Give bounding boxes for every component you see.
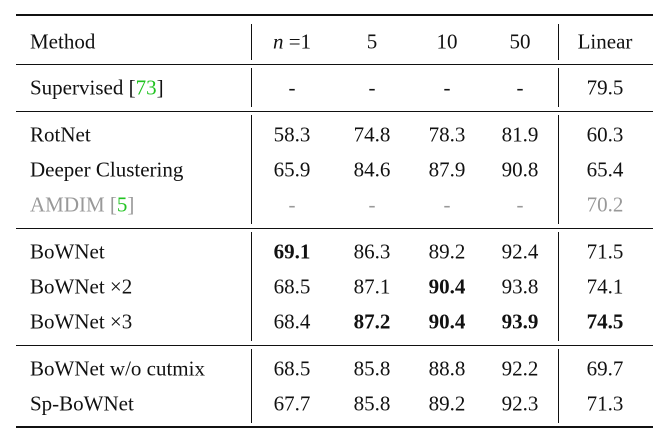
value-cell: 71.3: [586, 391, 624, 416]
method-cell: AMDIM [5]: [30, 192, 135, 217]
column-divider: [558, 68, 559, 107]
method-cell: Supervised [73]: [30, 75, 164, 100]
value-cell: -: [288, 192, 296, 217]
value-cell: 70.2: [586, 192, 624, 217]
value-cell: 92.3: [501, 391, 539, 416]
value-cell: 65.4: [586, 157, 624, 182]
value-cell: 60.3: [586, 122, 624, 147]
value-cell: -: [443, 192, 451, 217]
value-cell: 92.2: [501, 356, 539, 381]
method-cell: Sp-BoWNet: [30, 391, 134, 416]
citation-link[interactable]: 5: [116, 192, 128, 217]
value-cell: 74.8: [353, 122, 391, 147]
value-cell: 89.2: [428, 239, 466, 264]
rule: [16, 228, 653, 229]
column-divider: [251, 115, 252, 224]
column-divider: [558, 232, 559, 341]
rule: [16, 64, 653, 65]
value-cell: 74.5: [586, 309, 624, 334]
column-divider: [558, 349, 559, 423]
value-cell: 65.9: [273, 157, 311, 182]
method-cell: RotNet: [30, 122, 91, 147]
value-cell: 93.8: [501, 274, 539, 299]
value-cell: 92.4: [501, 239, 539, 264]
value-cell: 85.8: [353, 356, 391, 381]
header-cell: 50: [509, 29, 531, 54]
method-cell: BoWNet: [30, 239, 105, 264]
method-cell: Deeper Clustering: [30, 157, 184, 182]
value-cell: 90.4: [428, 274, 466, 299]
value-cell: 71.5: [586, 239, 624, 264]
header-cell: 5: [366, 29, 378, 54]
value-cell: 85.8: [353, 391, 391, 416]
method-cell: BoWNet ×2: [30, 274, 133, 299]
rule: [16, 14, 653, 16]
value-cell: 87.2: [353, 309, 391, 334]
value-cell: 78.3: [428, 122, 466, 147]
column-divider: [251, 68, 252, 107]
value-cell: 79.5: [586, 75, 624, 100]
column-divider: [251, 349, 252, 423]
value-cell: 88.8: [428, 356, 466, 381]
value-cell: 87.9: [428, 157, 466, 182]
value-cell: -: [516, 75, 524, 100]
value-cell: -: [443, 75, 451, 100]
value-cell: 74.1: [586, 274, 624, 299]
value-cell: 90.8: [501, 157, 539, 182]
value-cell: 89.2: [428, 391, 466, 416]
value-cell: 93.9: [501, 309, 539, 334]
column-divider: [251, 24, 252, 60]
header-cell: Linear: [577, 29, 633, 54]
column-divider: [558, 115, 559, 224]
method-cell: BoWNet w/o cutmix: [30, 356, 205, 381]
value-cell: -: [368, 192, 376, 217]
value-cell: 87.1: [353, 274, 391, 299]
value-cell: 86.3: [353, 239, 391, 264]
column-divider: [251, 232, 252, 341]
value-cell: -: [516, 192, 524, 217]
rule: [16, 426, 653, 428]
rule: [16, 111, 653, 112]
value-cell: 69.1: [273, 239, 311, 264]
value-cell: 68.5: [273, 356, 311, 381]
header-cell: 10: [436, 29, 458, 54]
method-cell: BoWNet ×3: [30, 309, 133, 334]
citation-link[interactable]: 73: [135, 75, 157, 100]
value-cell: 81.9: [501, 122, 539, 147]
value-cell: 90.4: [428, 309, 466, 334]
rule: [16, 345, 653, 346]
value-cell: 84.6: [353, 157, 391, 182]
column-divider: [558, 24, 559, 60]
header-cell: Method: [30, 29, 96, 54]
value-cell: 68.4: [273, 309, 311, 334]
value-cell: -: [368, 75, 376, 100]
value-cell: 69.7: [586, 356, 624, 381]
value-cell: 68.5: [273, 274, 311, 299]
value-cell: -: [288, 75, 296, 100]
header-cell: n =1: [272, 29, 312, 54]
value-cell: 58.3: [273, 122, 311, 147]
value-cell: 67.7: [273, 391, 311, 416]
